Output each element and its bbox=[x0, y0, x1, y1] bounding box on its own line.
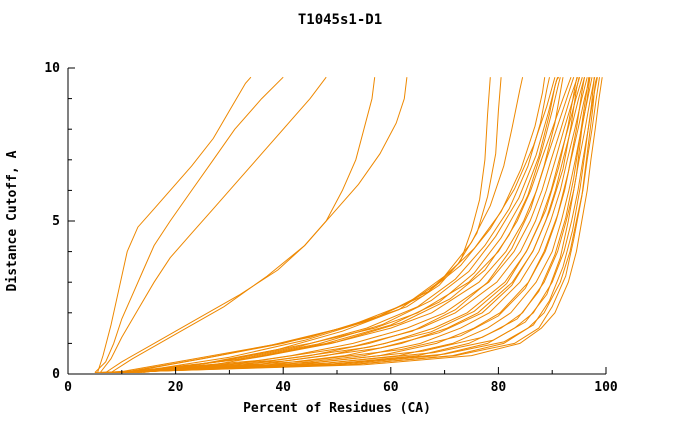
series-lines bbox=[94, 76, 603, 373]
svg-text:0: 0 bbox=[52, 367, 60, 382]
svg-text:80: 80 bbox=[491, 380, 507, 395]
svg-text:100: 100 bbox=[594, 380, 618, 395]
y-axis-label: Distance Cutoff, A bbox=[5, 150, 20, 291]
svg-text:40: 40 bbox=[275, 380, 291, 395]
tick-labels: 0 20 40 60 80 100 0 5 10 bbox=[44, 61, 618, 395]
tick-marks bbox=[67, 67, 607, 375]
svg-text:0: 0 bbox=[64, 380, 72, 395]
svg-text:20: 20 bbox=[168, 380, 184, 395]
chart-title: T1045s1-D1 bbox=[298, 12, 382, 28]
svg-text:10: 10 bbox=[44, 61, 60, 76]
svg-text:5: 5 bbox=[52, 214, 60, 229]
svg-text:60: 60 bbox=[383, 380, 399, 395]
x-axis-label: Percent of Residues (CA) bbox=[243, 401, 431, 416]
